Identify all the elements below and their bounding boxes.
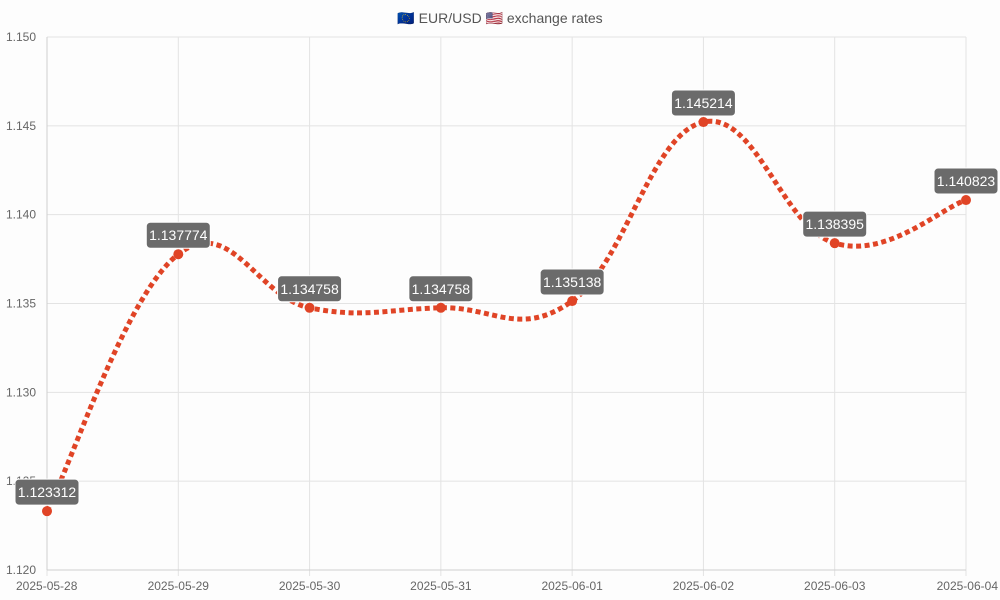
x-tick-label: 2025-05-31 (410, 579, 472, 593)
data-label-box (408, 275, 474, 303)
points-layer (42, 117, 971, 517)
data-point[interactable] (42, 506, 52, 517)
data-point[interactable] (567, 296, 578, 307)
data-point[interactable] (173, 249, 184, 260)
x-tick-label: 2025-06-01 (541, 579, 603, 593)
data-label-box (933, 167, 999, 195)
x-tick-label: 2025-06-03 (804, 579, 866, 593)
data-labels-layer: 1.123312 1.137774 1.134758 1.134758 1.135138… (14, 89, 999, 506)
data-label-box (539, 268, 605, 296)
data-label: 1.137774 (149, 227, 208, 243)
series-layer (44, 118, 967, 513)
y-tick-label: 1.150 (6, 30, 36, 44)
data-label: 1.145214 (674, 95, 733, 111)
data-label: 1.135138 (543, 274, 602, 290)
y-tick-label: 1.140 (6, 208, 36, 222)
data-label-box (14, 478, 80, 506)
data-label: 1.138395 (806, 216, 865, 232)
x-tick-label: 2025-06-02 (673, 579, 735, 593)
data-label-box (802, 210, 868, 238)
data-label: 1.123312 (18, 484, 77, 500)
data-label-box (145, 221, 211, 249)
data-label-box (670, 89, 736, 117)
x-tick-label: 2025-05-28 (16, 579, 78, 593)
y-tick-label: 1.120 (6, 563, 36, 577)
data-label: 1.134758 (280, 281, 339, 297)
data-label-box (277, 275, 343, 303)
grid (46, 36, 967, 576)
series-line (44, 118, 967, 513)
x-tick-label: 2025-05-29 (148, 579, 210, 593)
y-tick-label: 1.145 (6, 119, 36, 133)
data-point[interactable] (304, 302, 315, 313)
y-tick-label: 1.130 (6, 385, 36, 399)
axes: 1.1201.1251.1301.1351.1401.1451.1502025-… (6, 30, 998, 593)
data-label: 1.140823 (937, 173, 996, 189)
x-tick-label: 2025-05-30 (279, 579, 341, 593)
data-point[interactable] (961, 195, 971, 206)
data-label: 1.134758 (412, 281, 471, 297)
chart-title: 🇪🇺 EUR/USD 🇺🇸 exchange rates (397, 10, 602, 26)
data-point[interactable] (829, 238, 840, 249)
y-tick-label: 1.135 (6, 297, 36, 311)
data-point[interactable] (435, 302, 446, 313)
x-tick-label: 2025-06-04 (937, 579, 999, 593)
data-point[interactable] (698, 117, 709, 128)
